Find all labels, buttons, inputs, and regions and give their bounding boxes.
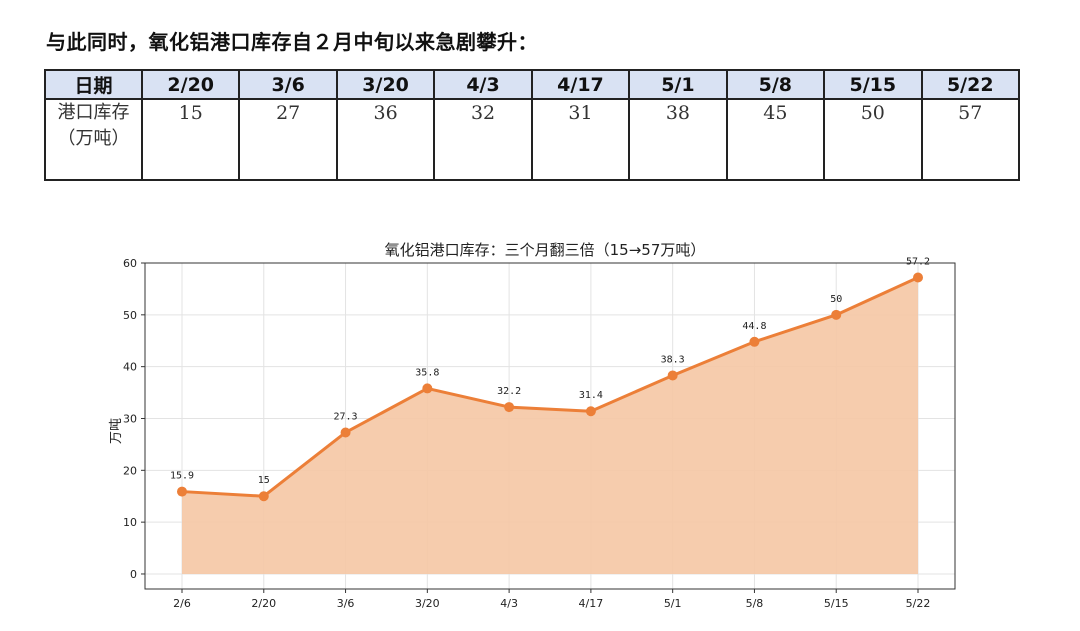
header-date: 5/1: [628, 69, 728, 100]
table-cell: 57: [920, 98, 1020, 181]
chart-title: 氧化铝港口库存：三个月翻三倍（15→57万吨）: [385, 241, 706, 259]
header-date: 2/20: [140, 69, 241, 100]
x-tick-label: 2/20: [251, 597, 276, 610]
header-date-label: 日期: [44, 69, 143, 100]
x-tick-label: 5/8: [746, 597, 764, 610]
data-point: [177, 486, 187, 497]
data-point: [831, 309, 842, 320]
header-date: 5/15: [823, 69, 923, 100]
y-tick-label: 0: [130, 568, 137, 581]
header-date: 4/3: [433, 69, 533, 100]
y-axis-label: 万吨: [109, 418, 124, 444]
x-tick-label: 2/6: [173, 597, 191, 610]
y-tick-label: 40: [123, 361, 137, 374]
table-cell: 50: [823, 98, 923, 181]
table-cell: 15: [140, 98, 241, 181]
table-cell: 45: [725, 98, 826, 181]
data-point: [340, 427, 351, 438]
data-label: 35.8: [415, 367, 439, 378]
data-label: 15.9: [170, 471, 194, 482]
data-label: 50: [830, 294, 842, 305]
table-cell: 31: [530, 98, 631, 181]
data-label: 27.3: [334, 411, 358, 422]
data-point: [749, 336, 760, 347]
x-tick-label: 5/22: [906, 597, 931, 610]
table-cell: 27: [238, 98, 338, 181]
data-label: 31.4: [579, 390, 603, 401]
area-fill: [182, 277, 918, 574]
plot-area: 15.9 15 27.3 35.8 32.2 31.4 38.3 44.8 50 57.2 0 10 2…: [123, 257, 956, 610]
data-label: 57.2: [906, 257, 930, 268]
header-date: 5/8: [725, 69, 826, 100]
y-tick-label: 10: [123, 516, 137, 529]
header-date: 3/6: [238, 69, 338, 100]
x-tick-label: 3/6: [337, 597, 355, 610]
data-point: [504, 402, 515, 413]
x-tick-label: 4/3: [500, 597, 518, 610]
data-point: [667, 370, 678, 381]
y-tick-label: 20: [123, 464, 137, 477]
data-point: [422, 383, 433, 394]
table-header-row: 日期 2/20 3/6 3/20 4/3 4/17 5/1 5/8 5/15 5…: [44, 69, 1020, 100]
intro-text: 与此同时，氧化铝港口库存自２月中旬以来急剧攀升：: [46, 30, 538, 54]
header-date: 3/20: [335, 69, 436, 100]
inventory-table: 日期 2/20 3/6 3/20 4/3 4/17 5/1 5/8 5/15 5…: [44, 69, 1020, 181]
table-cell: 36: [335, 98, 436, 181]
x-tick-label: 4/17: [579, 597, 604, 610]
y-tick-label: 60: [123, 257, 137, 270]
table-row: 港口库存（万吨） 15 27 36 32 31 38 45 50 57: [44, 98, 1020, 181]
table-cell: 32: [433, 98, 533, 181]
row-label: 港口库存（万吨）: [44, 98, 143, 181]
y-tick-label: 30: [123, 412, 137, 425]
series-line: [181, 276, 919, 498]
x-tick-label: 5/15: [824, 597, 849, 610]
data-point: [258, 491, 269, 502]
x-tick-label: 3/20: [415, 597, 440, 610]
inventory-chart: 氧化铝港口库存：三个月翻三倍（15→57万吨） 万吨 15.9 15 27.3 35.…: [109, 241, 956, 610]
header-date: 5/22: [920, 69, 1020, 100]
x-tick-label: 5/1: [664, 597, 682, 610]
y-tick-label: 50: [123, 309, 137, 322]
data-point: [585, 406, 596, 417]
data-label: 44.8: [742, 321, 766, 332]
data-point: [913, 272, 923, 283]
data-label: 15: [258, 475, 270, 486]
plot-frame: [144, 262, 956, 590]
data-label: 38.3: [661, 354, 685, 365]
header-date: 4/17: [530, 69, 631, 100]
table-cell: 38: [628, 98, 728, 181]
data-label: 32.2: [497, 386, 521, 397]
